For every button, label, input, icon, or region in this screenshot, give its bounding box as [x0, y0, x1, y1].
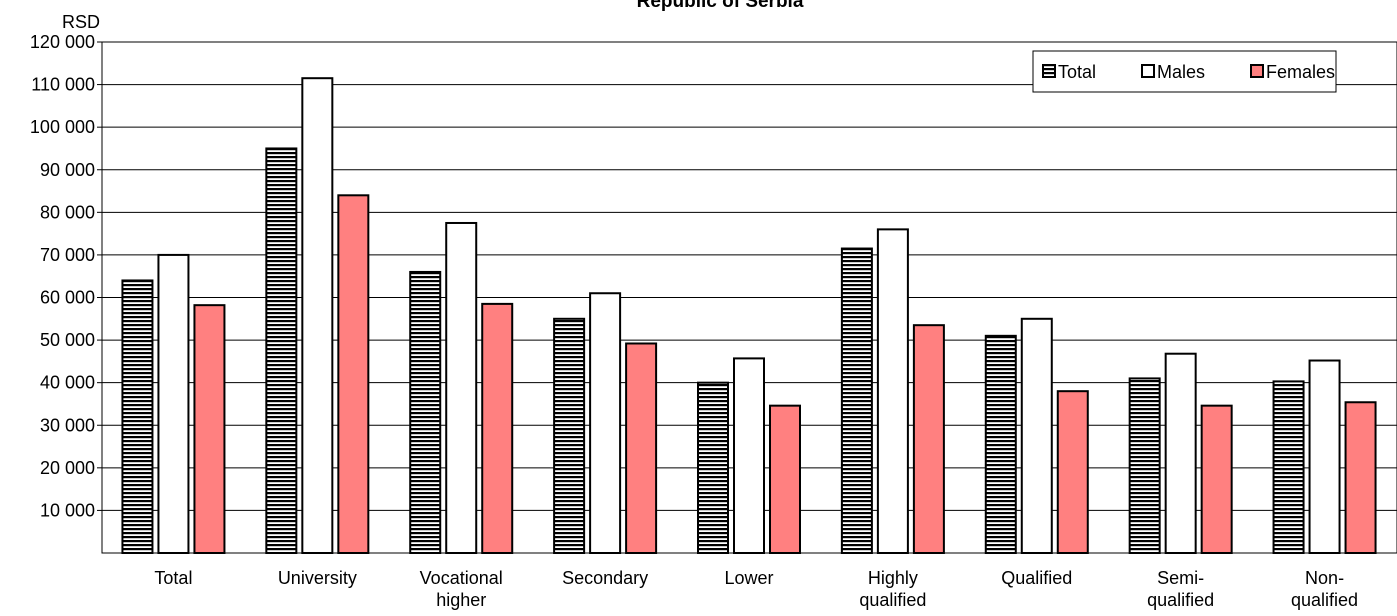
bar-females — [1056, 390, 1089, 554]
bar-males — [445, 221, 478, 555]
y-tick-label: 50 000 — [40, 330, 95, 350]
legend-box — [1032, 50, 1337, 93]
x-category-label: qualified — [859, 590, 926, 610]
x-category-label: Highly — [868, 568, 918, 588]
bar-males — [876, 228, 909, 554]
y-tick-label: 20 000 — [40, 458, 95, 478]
y-tick-label: 120 000 — [30, 32, 95, 52]
x-category-label: Lower — [724, 568, 773, 588]
x-category-label: Total — [154, 568, 192, 588]
y-tick-label: 70 000 — [40, 245, 95, 265]
y-axis-unit-label: RSD — [62, 12, 100, 32]
bars — [121, 77, 1377, 555]
x-category-label: Non- — [1305, 568, 1344, 588]
y-axis-tick-labels: 10 000 20 000 30 000 40 000 50 000 60 000 70 0… — [30, 32, 102, 520]
plot-frame — [101, 41, 1397, 554]
bar-males — [301, 77, 334, 554]
x-category-label: Semi- — [1157, 568, 1204, 588]
bar-females — [912, 324, 945, 554]
bar-females — [481, 302, 514, 555]
legend: Total Males Females — [1032, 50, 1337, 93]
y-tick-label: 80 000 — [40, 202, 95, 222]
legend-label-males: Males — [1157, 62, 1205, 82]
bar-total — [265, 147, 298, 554]
x-category-label: University — [278, 568, 357, 588]
bar-females — [337, 194, 370, 555]
legend-swatch-total — [1042, 64, 1056, 78]
bar-males — [589, 292, 622, 554]
x-category-label: higher — [436, 590, 486, 610]
bar-males — [1164, 352, 1197, 554]
x-category-label: Qualified — [1001, 568, 1072, 588]
legend-swatch-males — [1141, 64, 1155, 78]
y-tick-label: 10 000 — [40, 500, 95, 520]
bar-females — [193, 304, 226, 555]
x-category-label: qualified — [1291, 590, 1358, 610]
x-category-label: qualified — [1147, 590, 1214, 610]
legend-label-females: Females — [1266, 62, 1335, 82]
bar-females — [1200, 404, 1233, 554]
y-tick-label: 100 000 — [30, 117, 95, 137]
y-tick-label: 60 000 — [40, 288, 95, 308]
bar-total — [840, 247, 873, 554]
bar-total — [984, 334, 1017, 555]
bar-females — [625, 342, 658, 554]
x-category-label: Vocational — [420, 568, 503, 588]
bar-total — [1128, 377, 1161, 554]
bar-total — [553, 317, 586, 554]
bar-total — [697, 381, 729, 554]
y-tick-label: 90 000 — [40, 160, 95, 180]
legend-label-total: Total — [1058, 62, 1096, 82]
bar-total — [1272, 380, 1305, 554]
y-tick-label: 110 000 — [31, 75, 95, 95]
chart-title: Republic of Serbia — [637, 0, 804, 12]
x-category-label: Secondary — [562, 568, 648, 588]
bar-total — [121, 279, 154, 554]
bar-total — [409, 270, 442, 554]
bar-males — [157, 253, 190, 555]
bar-males — [1020, 317, 1053, 554]
y-tick-label: 40 000 — [40, 373, 95, 393]
bar-females — [769, 404, 801, 554]
legend-swatch-females — [1250, 64, 1264, 78]
y-tick-label: 30 000 — [40, 415, 95, 435]
bar-females — [1344, 401, 1377, 554]
bar-males — [1308, 359, 1341, 555]
bar-males — [733, 357, 765, 554]
